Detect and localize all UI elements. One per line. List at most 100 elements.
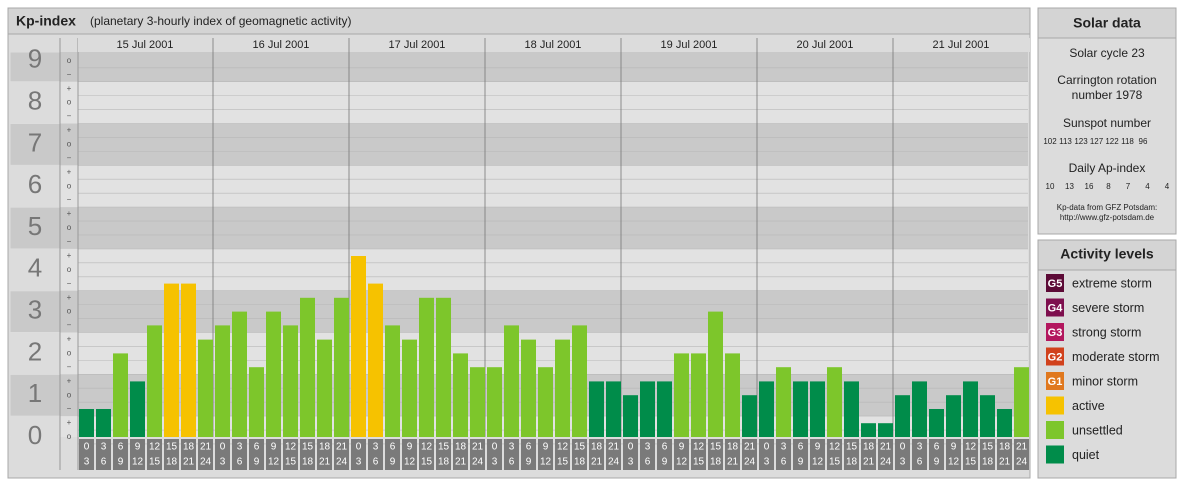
hour-label: 9: [934, 457, 940, 468]
hour-label: 9: [543, 442, 549, 453]
hour-cell: [266, 439, 281, 470]
hour-label: 3: [356, 457, 362, 468]
sunspot-value: 127: [1090, 137, 1104, 146]
legend-code: G5: [1048, 278, 1063, 290]
bar: [79, 408, 94, 437]
y-tick-label: 2: [28, 336, 42, 366]
hour-label: 15: [574, 442, 586, 453]
hour-label: 9: [390, 457, 396, 468]
bar: [538, 367, 553, 437]
hour-cell: [606, 439, 621, 470]
hour-label: 24: [200, 457, 212, 468]
date-cell: [486, 38, 622, 52]
sunspot-value: 123: [1074, 137, 1088, 146]
hour-label: 15: [846, 442, 858, 453]
minor-label: o: [67, 307, 72, 316]
solar-header: [1037, 7, 1177, 39]
hour-label: 15: [829, 457, 841, 468]
bar: [708, 311, 723, 437]
date-label: 17 Jul 2001: [389, 39, 446, 51]
y-tick-label: 7: [28, 127, 42, 157]
minor-label: o: [67, 181, 72, 190]
hour-label: 21: [744, 442, 756, 453]
hour-label: 15: [693, 457, 705, 468]
hour-label: 21: [200, 442, 212, 453]
bar: [215, 325, 230, 437]
bar: [419, 297, 434, 437]
hour-label: 3: [628, 457, 634, 468]
bar: [963, 381, 978, 437]
bar: [742, 395, 757, 437]
hour-label: 15: [438, 442, 450, 453]
ap-value: 13: [1065, 182, 1074, 191]
levels-title: Activity levels: [1060, 246, 1154, 262]
date-cell: [758, 38, 894, 52]
hour-label: 24: [472, 457, 484, 468]
date-label: 18 Jul 2001: [525, 39, 582, 51]
date-label: 16 Jul 2001: [253, 39, 310, 51]
legend-label: unsettled: [1072, 423, 1123, 437]
y-tick-label: 8: [28, 85, 42, 115]
hour-cell: [334, 439, 349, 470]
legend-swatch: [1046, 396, 1064, 415]
legend-swatch: [1046, 421, 1064, 439]
hour-label: 18: [982, 457, 994, 468]
hour-label: 15: [421, 457, 433, 468]
hour-label: 12: [829, 442, 841, 453]
bar: [997, 408, 1012, 437]
hour-label: 18: [302, 457, 314, 468]
hour-label: 0: [84, 442, 90, 453]
ap-value: 10: [1046, 182, 1055, 191]
hour-label: 3: [764, 457, 770, 468]
hour-cell: [810, 439, 825, 470]
hour-cell: [249, 439, 264, 470]
hour-label: 6: [526, 442, 532, 453]
hour-label: 3: [900, 457, 906, 468]
hour-label: 12: [676, 457, 688, 468]
hour-cell: [895, 439, 910, 470]
bar: [555, 339, 570, 437]
hour-label: 24: [744, 457, 756, 468]
hour-label: 6: [237, 457, 243, 468]
date-cell: [214, 38, 350, 52]
hour-label: 18: [846, 457, 858, 468]
hour-label: 18: [183, 442, 195, 453]
hour-cell: [351, 439, 366, 470]
ap-value: 16: [1085, 182, 1094, 191]
hour-label: 9: [135, 442, 141, 453]
hour-label: 6: [917, 457, 923, 468]
chart-subtitle: (planetary 3-hourly index of geomagnetic…: [90, 14, 351, 28]
hour-label: 6: [798, 442, 804, 453]
legend-code: G1: [1048, 376, 1063, 388]
hour-label: 9: [526, 457, 532, 468]
hour-cell: [776, 439, 791, 470]
minor-label: +: [67, 167, 72, 176]
bar: [368, 283, 383, 437]
y-tick-label: 1: [28, 378, 42, 408]
sunspot-title: Sunspot number: [1063, 116, 1151, 130]
bar: [623, 395, 638, 437]
hour-label: 18: [455, 442, 467, 453]
hour-label: 21: [1016, 442, 1028, 453]
hour-cell: [453, 439, 468, 470]
hour-label: 21: [880, 442, 892, 453]
minor-label: o: [67, 140, 72, 149]
minor-label: +: [67, 293, 72, 302]
date-cell: [894, 38, 1030, 52]
hour-cell: [572, 439, 587, 470]
bar: [198, 339, 213, 437]
solar-cycle: Solar cycle 23: [1069, 46, 1145, 60]
date-cell: [622, 38, 758, 52]
bar: [827, 367, 842, 437]
hour-cell: [130, 439, 145, 470]
legend-code: G2: [1048, 351, 1063, 363]
bar: [725, 353, 740, 437]
hour-cell: [589, 439, 604, 470]
hour-label: 18: [710, 457, 722, 468]
legend-label: quiet: [1072, 448, 1100, 462]
hour-label: 15: [982, 442, 994, 453]
hour-label: 0: [900, 442, 906, 453]
minor-label: −: [67, 70, 72, 79]
hour-label: 6: [373, 457, 379, 468]
hour-cell: [725, 439, 740, 470]
